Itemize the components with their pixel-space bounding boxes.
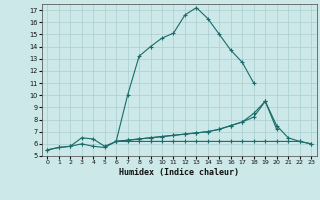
X-axis label: Humidex (Indice chaleur): Humidex (Indice chaleur) [119,168,239,177]
